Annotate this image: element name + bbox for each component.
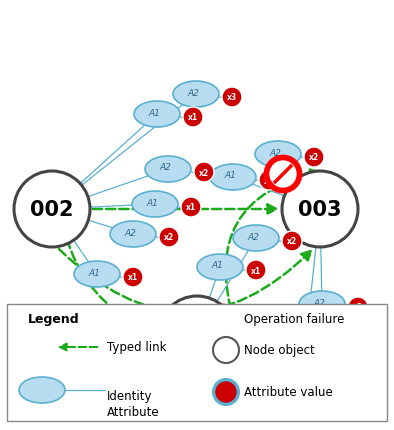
Text: 002: 002 — [30, 200, 74, 219]
Text: A2: A2 — [124, 228, 136, 237]
Text: x1: x1 — [188, 113, 198, 122]
Circle shape — [259, 171, 279, 190]
Text: x2: x2 — [353, 303, 363, 312]
Text: x1: x1 — [186, 203, 196, 212]
Text: Identity
Attribute: Identity Attribute — [107, 390, 160, 418]
Circle shape — [14, 172, 90, 247]
Ellipse shape — [299, 291, 345, 317]
Text: A2: A2 — [269, 148, 281, 157]
Circle shape — [348, 297, 368, 317]
Circle shape — [213, 379, 239, 405]
Text: Operation failure: Operation failure — [244, 313, 344, 326]
Text: A2: A2 — [159, 163, 171, 172]
Ellipse shape — [19, 377, 65, 403]
Circle shape — [183, 108, 203, 128]
Text: A2: A2 — [313, 298, 325, 307]
Circle shape — [181, 197, 201, 218]
Ellipse shape — [110, 221, 156, 247]
Circle shape — [331, 342, 351, 362]
Ellipse shape — [132, 191, 178, 218]
Text: Attribute value: Attribute value — [244, 386, 333, 399]
Text: Node object: Node object — [244, 344, 315, 356]
Text: x2: x2 — [199, 168, 209, 177]
Text: x2: x2 — [287, 237, 297, 246]
Ellipse shape — [233, 225, 279, 252]
Text: A1: A1 — [148, 108, 160, 117]
Text: x1: x1 — [251, 266, 261, 275]
Ellipse shape — [282, 336, 328, 362]
Text: A1: A1 — [88, 268, 100, 277]
Ellipse shape — [210, 165, 256, 190]
Ellipse shape — [74, 261, 120, 287]
Circle shape — [123, 267, 143, 287]
Ellipse shape — [197, 255, 243, 280]
FancyBboxPatch shape — [7, 304, 387, 421]
Text: A2: A2 — [247, 232, 259, 241]
Circle shape — [216, 382, 236, 402]
Circle shape — [213, 309, 233, 329]
Circle shape — [282, 231, 302, 252]
Circle shape — [209, 305, 237, 333]
Text: A1: A1 — [211, 261, 223, 270]
Circle shape — [270, 162, 296, 187]
Ellipse shape — [145, 157, 191, 183]
Circle shape — [265, 157, 301, 193]
Ellipse shape — [255, 141, 301, 168]
Circle shape — [246, 261, 266, 280]
Circle shape — [304, 147, 324, 168]
Text: Legend: Legend — [28, 313, 80, 326]
Text: x3: x3 — [227, 93, 237, 102]
Text: A2: A2 — [187, 88, 199, 97]
Circle shape — [194, 163, 214, 183]
Circle shape — [282, 172, 358, 247]
Text: x1: x1 — [264, 176, 274, 185]
Circle shape — [213, 337, 239, 363]
Text: 001: 001 — [175, 324, 219, 344]
Circle shape — [159, 296, 235, 372]
Text: x1: x1 — [336, 348, 346, 356]
Ellipse shape — [173, 82, 219, 108]
Ellipse shape — [134, 102, 180, 128]
Circle shape — [159, 227, 179, 247]
Text: x1: x1 — [128, 273, 138, 282]
Text: A1: A1 — [296, 343, 308, 352]
Text: x2: x2 — [309, 153, 319, 162]
Text: A1: A1 — [146, 198, 158, 207]
Circle shape — [222, 88, 242, 108]
Text: A1: A1 — [224, 171, 236, 180]
Text: Typed link: Typed link — [107, 341, 167, 354]
Text: 003: 003 — [298, 200, 342, 219]
Text: x2: x2 — [164, 233, 174, 242]
